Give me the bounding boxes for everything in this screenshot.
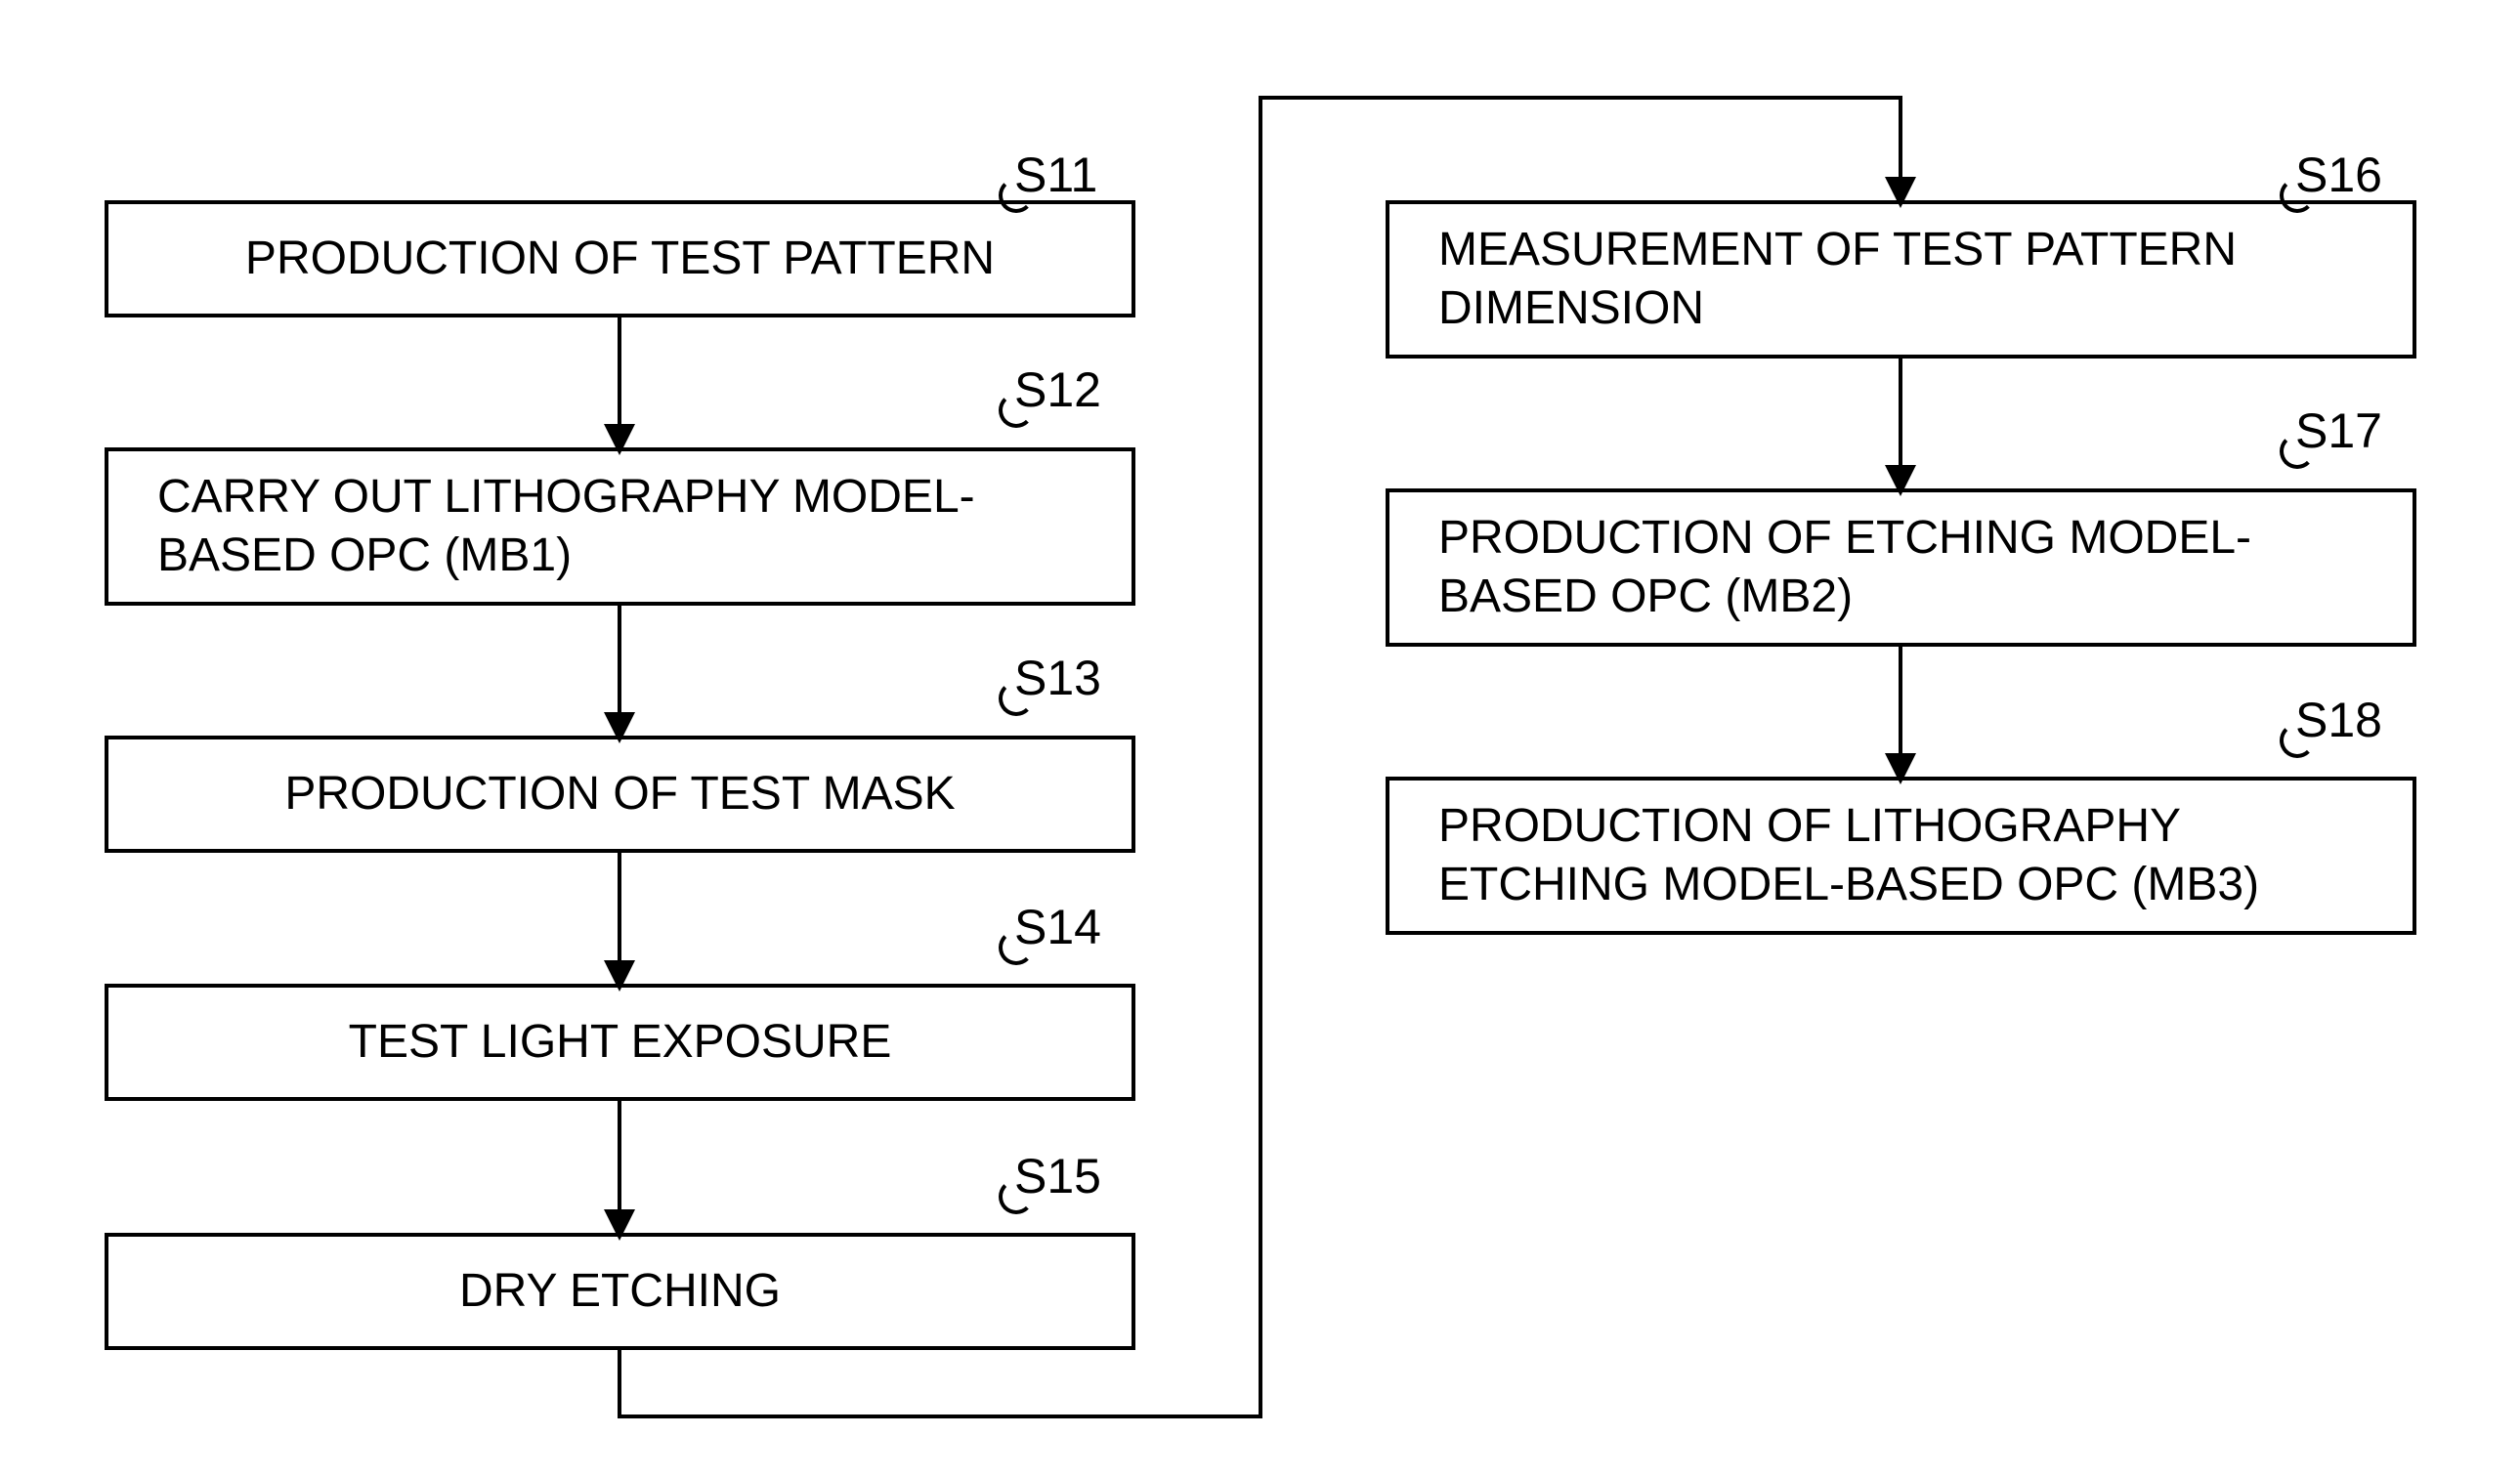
arrow-a-s15-s16 xyxy=(619,98,1901,1416)
flowchart-container: PRODUCTION OF TEST PATTERN S11 CARRY OUT… xyxy=(0,0,2520,1478)
connectors-svg xyxy=(0,0,2520,1478)
